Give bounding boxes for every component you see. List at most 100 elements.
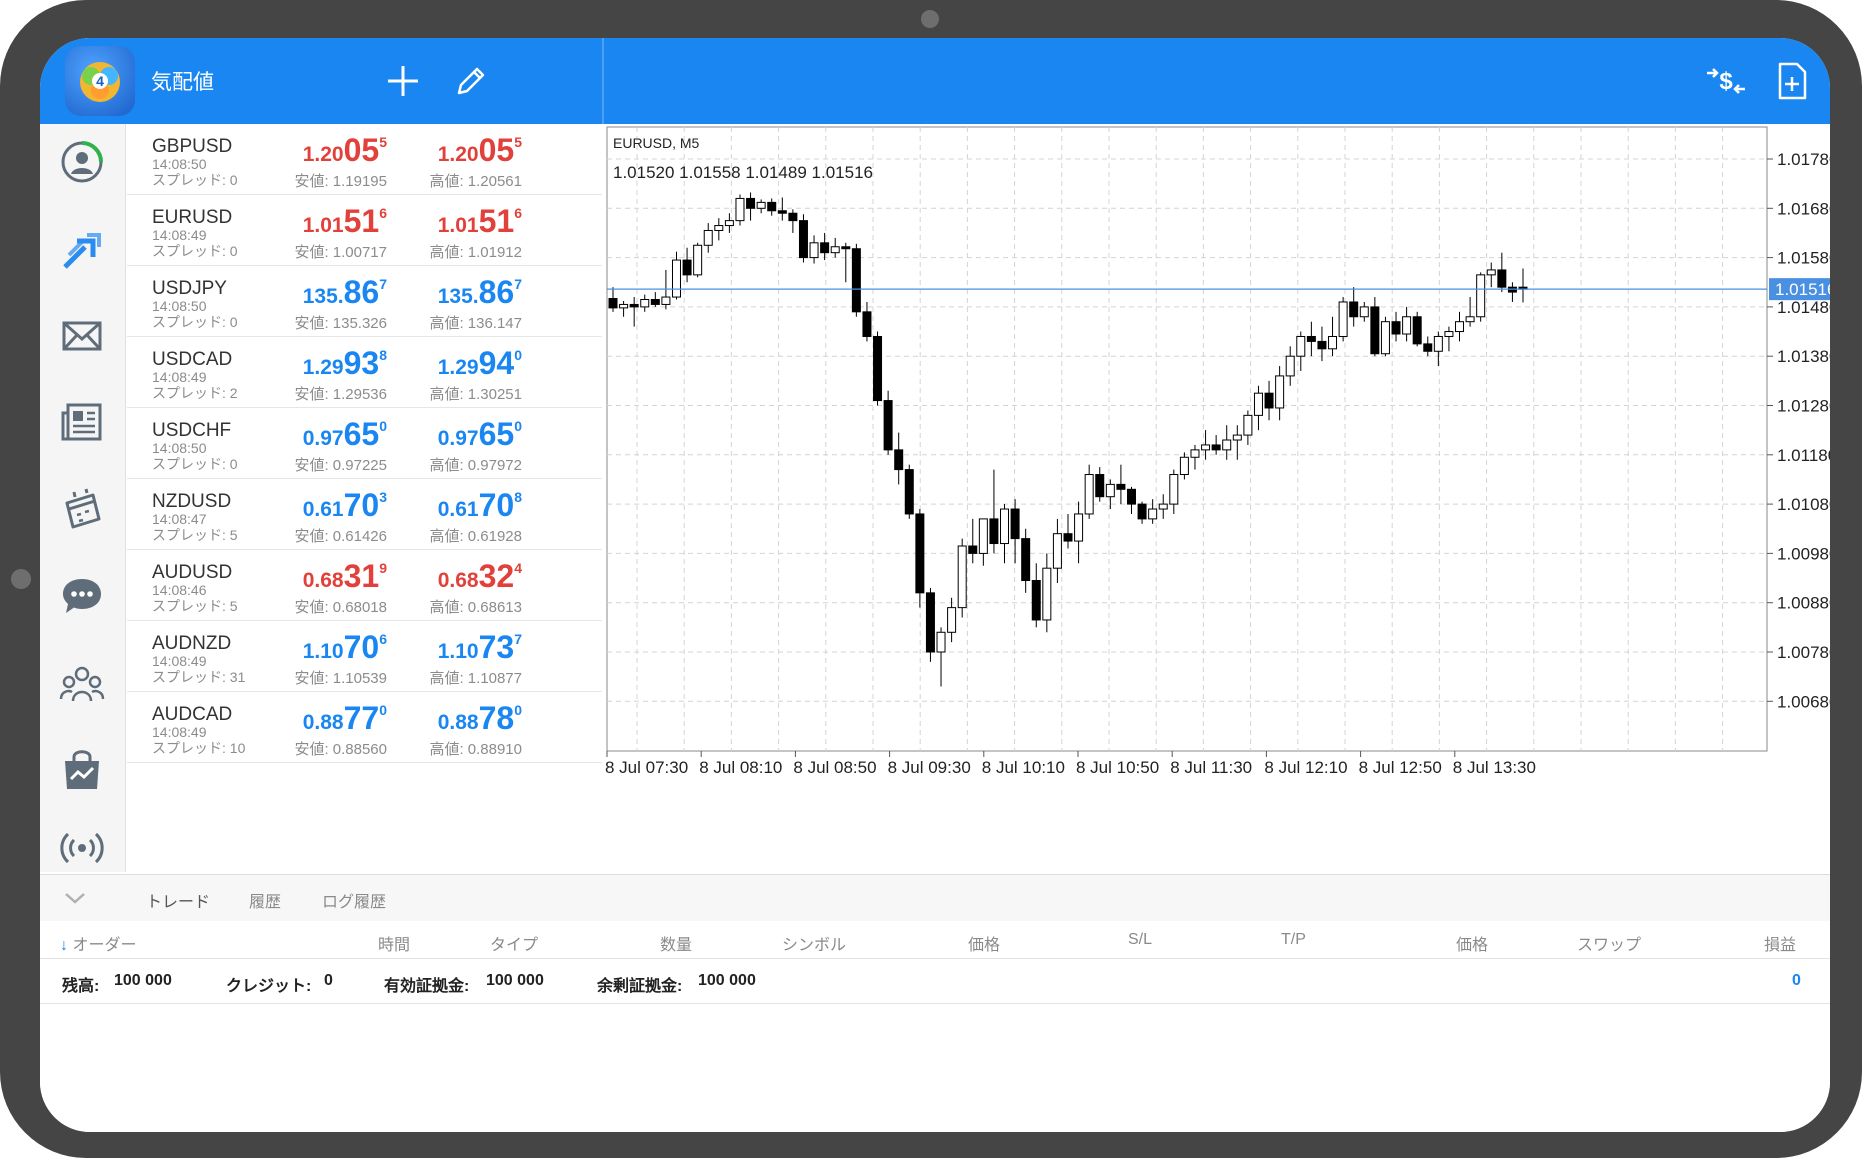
bid-price-fraction: 0: [379, 418, 387, 434]
candle-bullish: [1158, 503, 1168, 510]
bid-price-prefix: 0.88: [302, 711, 344, 734]
column-price[interactable]: 価格: [968, 937, 1001, 954]
table-header: ↓ オーダー 時間 タイプ 数量 シンボル 価格 S/L T/P 価格 スワップ…: [40, 921, 1830, 959]
quote-spread: スプレッド: 0: [152, 172, 238, 188]
column-current-price[interactable]: 価格: [1456, 937, 1489, 954]
low-price: 安値: 0.61426: [294, 528, 387, 545]
bid-price-pips: 65: [343, 416, 380, 452]
column-tp[interactable]: T/P: [1281, 931, 1306, 948]
collapse-button[interactable]: [62, 887, 88, 914]
trade-button[interactable]: $: [1703, 58, 1749, 104]
low-price: 安値: 1.10539: [294, 670, 387, 687]
candle-bullish: [1201, 444, 1211, 451]
new-order-button[interactable]: [1769, 58, 1815, 104]
candle-bullish: [1486, 269, 1496, 276]
quote-row-audcad[interactable]: AUDCAD 14:08:49 スプレッド: 10 0.88770 0.88780 安値:…: [127, 692, 602, 763]
quote-row-gbpusd[interactable]: GBPUSD 14:08:50 スプレッド: 0 1.20055 1.20055 安値: …: [127, 124, 602, 195]
candle-bearish: [1211, 444, 1221, 451]
tab-journal[interactable]: ログ履歴: [322, 894, 387, 911]
bid-price: 1.01516: [257, 203, 387, 240]
chart-symbol-label: EURUSD, M5: [613, 135, 700, 151]
current-price-label: 1.01516: [1775, 280, 1830, 299]
column-swap[interactable]: スワップ: [1577, 937, 1642, 954]
y-tick-label: 1.01080: [1777, 495, 1830, 514]
quote-row-usdcad[interactable]: USDCAD 14:08:49 スプレッド: 2 1.29938 1.29940 安値: …: [127, 337, 602, 408]
candle-bullish: [1433, 335, 1443, 352]
tab-history[interactable]: 履歴: [249, 894, 282, 911]
column-profit[interactable]: 損益: [1764, 937, 1797, 954]
candle-bearish: [820, 242, 830, 254]
edit-symbols-button[interactable]: [448, 58, 494, 104]
low-price: 安値: 1.29536: [294, 386, 387, 403]
quote-spread: スプレッド: 0: [152, 243, 238, 259]
tab-trade[interactable]: トレード: [146, 894, 211, 911]
sidebar-item-community[interactable]: [58, 660, 106, 708]
quote-row-usdjpy[interactable]: USDJPY 14:08:50 スプレッド: 0 135.867 135.867 安値: …: [127, 266, 602, 337]
ask-price-pips: 78: [478, 700, 515, 736]
candle-bearish: [1317, 340, 1327, 350]
ask-price-prefix: 135.: [437, 285, 479, 308]
low-price: 安値: 135.326: [294, 315, 387, 332]
sidebar-item-signal[interactable]: [58, 824, 106, 872]
candle-bullish: [714, 225, 724, 231]
quote-symbol: AUDUSD: [152, 562, 233, 583]
column-symbol[interactable]: シンボル: [782, 937, 847, 954]
candle-bearish: [968, 545, 978, 554]
candle-bearish: [1095, 474, 1105, 498]
quote-row-audusd[interactable]: AUDUSD 14:08:46 スプレッド: 5 0.68319 0.68324 安値: …: [127, 550, 602, 621]
quote-row-usdchf[interactable]: USDCHF 14:08:50 スプレッド: 0 0.97650 0.97650 安値: …: [127, 408, 602, 479]
sidebar-item-quotes[interactable]: [58, 138, 106, 186]
svg-text:4: 4: [96, 73, 104, 89]
candle-bearish: [1306, 335, 1316, 342]
quote-symbol: USDCHF: [152, 420, 232, 441]
ask-price-fraction: 0: [514, 418, 522, 434]
high-price: 高値: 0.97972: [429, 457, 522, 474]
ask-price-prefix: 1.01: [437, 214, 479, 237]
quote-time: 14:08:49: [152, 653, 207, 669]
ask-price-pips: 32: [478, 558, 515, 594]
bid-price-prefix: 135.: [302, 285, 344, 308]
sidebar-item-trade[interactable]: [58, 226, 106, 274]
quote-row-audnzd[interactable]: AUDNZD 14:08:49 スプレッド: 31 1.10706 1.10737 安値:…: [127, 621, 602, 692]
sidebar-item-market[interactable]: [58, 746, 106, 794]
candle-bearish: [1063, 533, 1073, 542]
quote-row-eurusd[interactable]: EURUSD 14:08:49 スプレッド: 0 1.01516 1.01516 安値: …: [127, 195, 602, 266]
candle-bearish: [798, 220, 808, 259]
sidebar-item-news[interactable]: [58, 398, 106, 446]
candlestick-chart[interactable]: 1.01780 1.01680 1.01580 1.01480 1.01380 1.012…: [603, 124, 1830, 872]
bid-price: 0.97650: [257, 416, 387, 453]
candle-bullish: [1084, 474, 1094, 515]
sidebar-item-mail[interactable]: [58, 312, 106, 360]
low-price: 安値: 0.88560: [294, 741, 387, 758]
candle-bearish: [1031, 580, 1041, 621]
candle-bearish: [1349, 301, 1359, 318]
high-price: 高値: 0.88910: [429, 741, 522, 758]
candle-bullish: [809, 242, 819, 259]
candle-bullish: [1338, 301, 1348, 337]
column-type[interactable]: タイプ: [490, 937, 539, 954]
x-tick-label: 8 Jul 08:10: [699, 758, 782, 777]
column-order[interactable]: ↓ オーダー: [60, 931, 136, 955]
candle-bullish: [724, 220, 734, 227]
high-price: 高値: 1.10877: [429, 670, 522, 687]
candle-bullish: [1275, 375, 1285, 409]
candle-bearish: [904, 469, 914, 515]
community-icon: [59, 666, 105, 702]
column-sl[interactable]: S/L: [1128, 931, 1153, 948]
column-volume[interactable]: 数量: [660, 937, 693, 954]
chart-panel[interactable]: 1.01780 1.01680 1.01580 1.01480 1.01380 1.012…: [603, 124, 1830, 872]
bid-price-fraction: 3: [379, 489, 387, 505]
add-symbol-button[interactable]: [380, 58, 426, 104]
candle-bearish: [788, 212, 798, 222]
bid-price-prefix: 1.01: [302, 214, 344, 237]
dollar-exchange-icon: $: [1707, 68, 1745, 95]
candle-bearish: [841, 246, 851, 250]
quote-row-nzdusd[interactable]: NZDUSD 14:08:47 スプレッド: 5 0.61703 0.61708 安値: …: [127, 479, 602, 550]
column-time[interactable]: 時間: [378, 937, 411, 954]
sidebar-item-calendar[interactable]: [58, 486, 106, 534]
y-tick-label: 1.01780: [1777, 150, 1830, 169]
sidebar-item-chat[interactable]: [58, 572, 106, 620]
candle-bearish: [629, 303, 639, 308]
bid-price-pips: 77: [343, 700, 380, 736]
quotes-list: GBPUSD 14:08:50 スプレッド: 0 1.20055 1.20055 安値: …: [127, 124, 602, 872]
